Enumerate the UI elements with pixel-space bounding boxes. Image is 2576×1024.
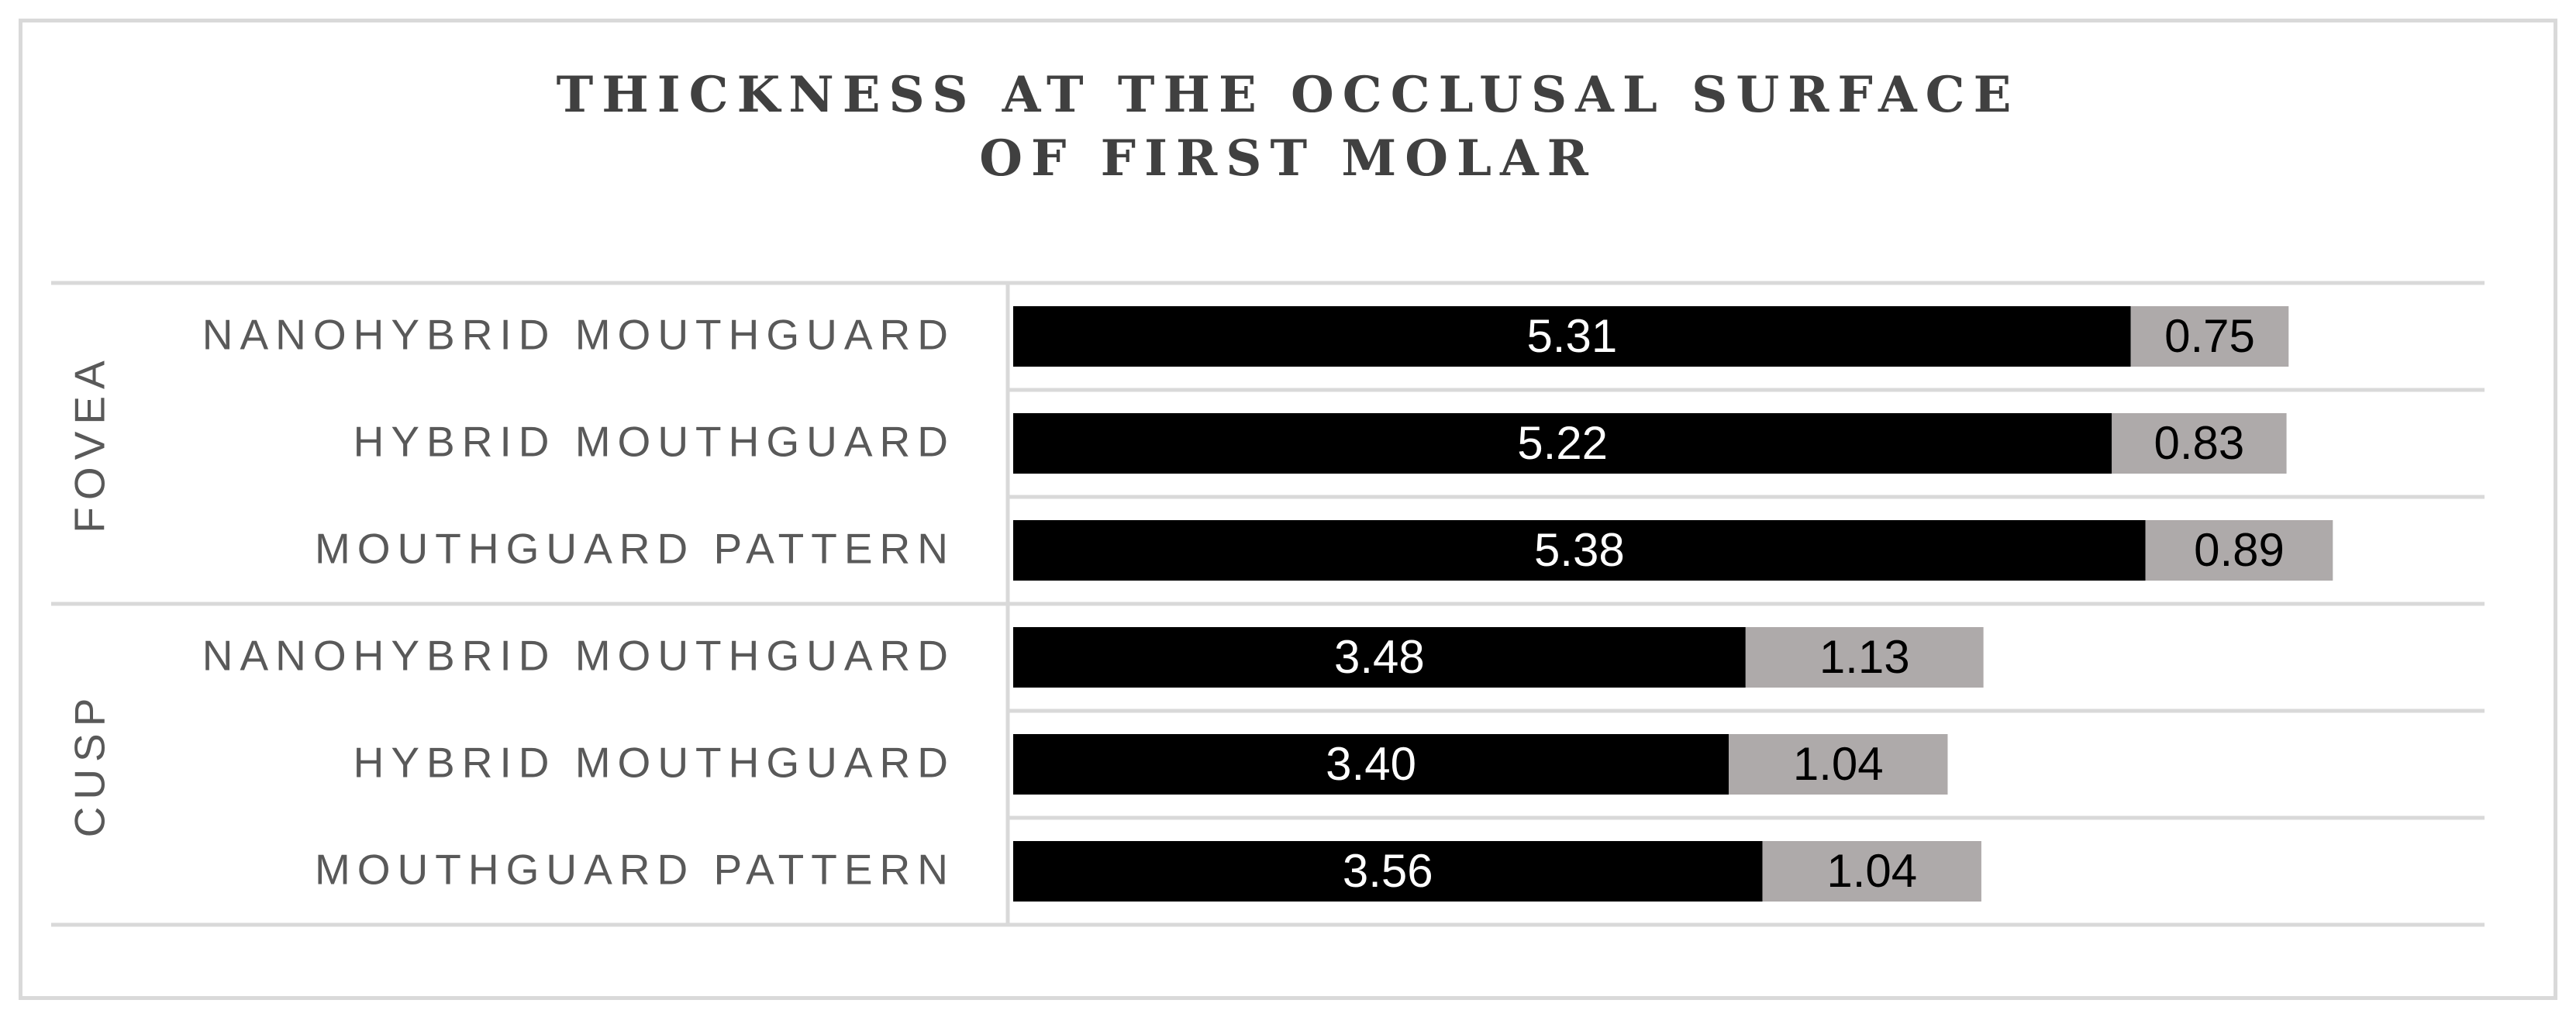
group-label-cusp: CUSP [66, 691, 114, 838]
bar-series-1 [1013, 520, 2146, 581]
category-label: MOUTHGUARD PATTERN [315, 525, 955, 573]
group-label-fovea: FOVEA [66, 353, 114, 533]
category-label: HYBRID MOUTHGUARD [353, 739, 955, 787]
bar-series-1 [1013, 306, 2131, 367]
bar-series-2 [2145, 520, 2333, 581]
data-label-series-1: 3.48 [1334, 631, 1425, 683]
data-label-series-2: 0.89 [2194, 524, 2285, 576]
chart-title-line-1: THICKNESS AT THE OCCLUSAL SURFACE [556, 66, 2020, 124]
bar-series-2 [2130, 306, 2289, 367]
category-label: HYBRID MOUTHGUARD [353, 418, 955, 466]
bar-series-2 [1729, 734, 1948, 795]
bar-series-1 [1013, 627, 1746, 688]
data-label-series-2: 1.13 [1819, 631, 1910, 683]
bar-series-1 [1013, 413, 2112, 474]
data-label-series-1: 5.22 [1517, 417, 1608, 469]
data-label-series-1: 3.40 [1326, 738, 1416, 790]
chart-title: THICKNESS AT THE OCCLUSAL SURFACE OF FIR… [0, 64, 2576, 191]
category-label: MOUTHGUARD PATTERN [315, 846, 955, 894]
chart-title-line-2: OF FIRST MOLAR [979, 129, 1597, 188]
data-label-series-2: 1.04 [1826, 845, 1917, 897]
data-label-series-2: 0.75 [2164, 310, 2255, 362]
data-label-series-1: 5.31 [1526, 310, 1617, 362]
chart-frame [19, 19, 2557, 1000]
category-label: NANOHYBRID MOUTHGUARD [202, 311, 955, 359]
data-label-series-1: 5.38 [1534, 524, 1625, 576]
data-label-series-2: 0.83 [2154, 417, 2245, 469]
bar-series-2 [2112, 413, 2287, 474]
bar-series-2 [1745, 627, 1984, 688]
data-label-series-2: 1.04 [1793, 738, 1884, 790]
bar-series-2 [1762, 841, 1981, 902]
category-label: NANOHYBRID MOUTHGUARD [202, 632, 955, 680]
bar-series-1 [1013, 734, 1729, 795]
bar-series-1 [1013, 841, 1763, 902]
data-label-series-1: 3.56 [1343, 845, 1433, 897]
